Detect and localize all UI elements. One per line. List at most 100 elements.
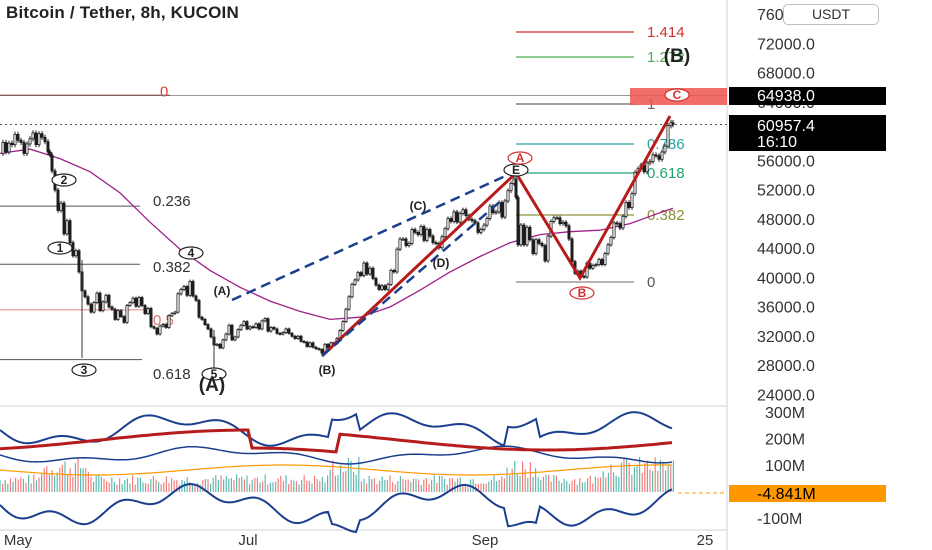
candle-body [395, 248, 399, 273]
candle-body [494, 211, 498, 214]
candle-body [50, 154, 54, 172]
candle-body [648, 161, 652, 164]
fib-label-left: 0.236 [153, 193, 191, 210]
candle-body [600, 259, 604, 265]
currency-button[interactable]: USDT [783, 4, 879, 25]
candle-body [56, 189, 60, 211]
candle-body [344, 308, 348, 323]
candle-body [209, 328, 213, 338]
candle-body [326, 343, 330, 349]
candle-body [281, 332, 285, 335]
time-tick: Sep [472, 532, 499, 549]
candle-body [455, 211, 459, 223]
candle-body [503, 200, 507, 218]
wave-label: (D) [433, 256, 450, 270]
candle-body [558, 217, 562, 225]
fib-label-right: 1.272 [647, 49, 685, 66]
candle-body [86, 296, 90, 305]
candle-body [266, 318, 270, 332]
candle-body [317, 348, 321, 351]
time-tick: Jul [238, 532, 257, 549]
candle-body [77, 250, 81, 273]
candle-body [101, 301, 105, 312]
volume-band-upper [0, 411, 673, 448]
candle-body [104, 294, 108, 303]
wave-label: (A) [214, 284, 231, 298]
candle-body [666, 125, 670, 147]
candle-body [443, 228, 447, 238]
candle-body [107, 294, 111, 308]
candle-body [362, 262, 366, 276]
candle-body [254, 323, 258, 328]
volume-tick: -100M [757, 511, 802, 528]
candle-body [514, 178, 518, 198]
candle-body [497, 202, 501, 213]
candle-body [458, 212, 462, 223]
candle-body [146, 308, 150, 314]
candle-body [389, 270, 393, 285]
current-price-badge [729, 115, 886, 151]
price-tick: 68000.0 [757, 66, 815, 83]
candle-body [663, 145, 667, 153]
candle-body [89, 303, 93, 313]
candle-body [140, 297, 144, 306]
candle-body [603, 253, 607, 265]
wave-label: 5 [211, 367, 218, 381]
candle-body [284, 328, 288, 333]
fib-label-left: 0.618 [153, 366, 191, 383]
candle-body [356, 272, 360, 281]
candle-body [671, 122, 675, 125]
candle-body [416, 232, 420, 236]
candle-body [485, 218, 489, 226]
candle-body [419, 226, 423, 236]
candle-body [221, 339, 225, 349]
time-tick: 25 [697, 532, 714, 549]
candle-body [236, 329, 240, 338]
candle-body [410, 229, 414, 244]
volume-tick: 100M [765, 458, 805, 475]
candle-body [179, 289, 183, 295]
candle-body [473, 220, 477, 224]
wave-label-ring [569, 286, 595, 300]
candle-body [197, 300, 201, 318]
candle-body [194, 295, 198, 301]
candle-body [149, 308, 153, 328]
candle-body [582, 275, 586, 278]
wave-label: (B) [664, 46, 690, 67]
candle-body [263, 318, 267, 322]
wave-label: 1 [57, 241, 64, 255]
wave-label: A [516, 151, 525, 165]
price-tick: 36000.0 [757, 300, 815, 317]
fib-label-right: 0 [647, 274, 655, 291]
wave-label-ring [178, 246, 204, 260]
candle-body [464, 209, 468, 216]
candle-body [46, 141, 50, 153]
candle-body [359, 272, 363, 276]
current-price-value: 60957.4 [757, 118, 815, 135]
candle-body [552, 217, 556, 222]
wave-label: E [512, 163, 520, 177]
candle-body [31, 132, 35, 140]
candle-body [188, 281, 192, 296]
wave-label: C [673, 88, 682, 102]
candle-body [594, 264, 598, 266]
candle-body [40, 133, 44, 138]
wave-label: 4 [188, 246, 195, 260]
candle-body [371, 267, 375, 279]
candle-body [570, 238, 574, 263]
candle-body [167, 315, 171, 328]
candle-body [461, 209, 465, 214]
candle-body [224, 333, 228, 341]
candle-body [392, 270, 396, 273]
candle-body [272, 327, 276, 330]
candle-body [13, 134, 17, 146]
wave-label: 3 [81, 363, 88, 377]
candle-body [299, 335, 303, 342]
channel-lower [321, 198, 504, 357]
candle-body [302, 340, 306, 343]
candle-body [83, 290, 87, 298]
candle-body [470, 218, 474, 222]
candle-body [22, 142, 26, 154]
candle-body [59, 202, 63, 211]
